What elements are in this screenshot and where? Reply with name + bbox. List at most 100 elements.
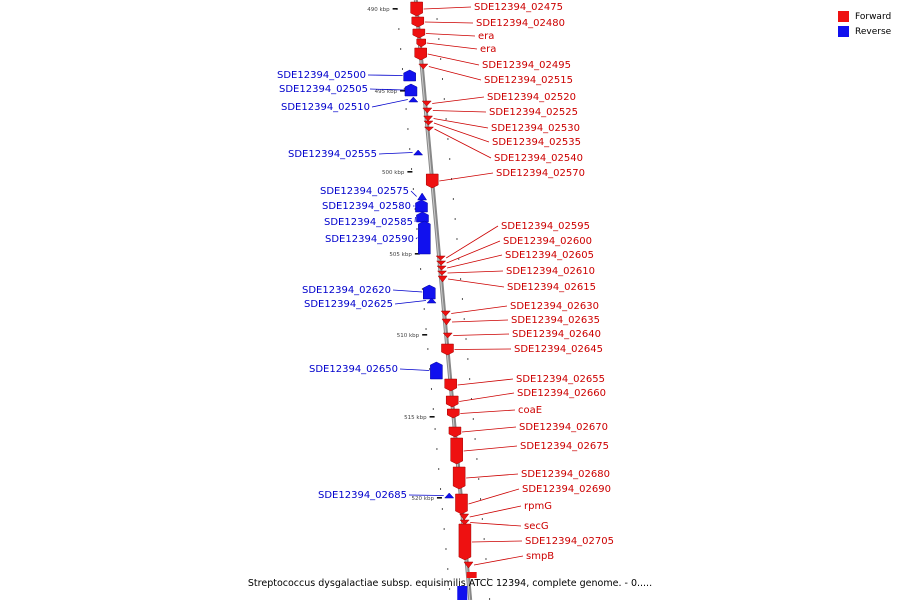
- guide-dot: [403, 88, 405, 90]
- guide-dot: [436, 448, 438, 450]
- reverse-gene-label: SDE12394_02585: [324, 217, 413, 228]
- guide-dot: [398, 28, 400, 30]
- scale-tick-mark: [407, 171, 413, 173]
- guide-dot: [425, 328, 427, 330]
- guide-dot: [449, 588, 451, 590]
- scale-ticks: 490 kbp 495 kbp 500 kbp 505 kbp 510 kbp 515 k…: [367, 7, 442, 502]
- guide-dot: [429, 368, 431, 370]
- guide-dot: [485, 558, 487, 560]
- forward-gene-shape: [459, 519, 470, 526]
- scale-tick-label: 510 kbp: [397, 333, 420, 339]
- forward-gene-shape: [422, 115, 434, 122]
- guide-dot: [456, 238, 458, 240]
- forward-gene-label: SDE12394_02675: [520, 441, 609, 452]
- scale-tick-label: 495 kbp: [375, 89, 398, 95]
- guide-dot: [436, 18, 438, 20]
- guide-dot: [434, 428, 436, 430]
- legend-item-forward: Forward: [838, 9, 891, 24]
- guide-dot: [430, 388, 432, 390]
- forward-gene-label: SDE12394_02690: [522, 484, 611, 495]
- forward-gene-label: SDE12394_02610: [506, 266, 595, 277]
- guide-dot: [423, 308, 425, 310]
- forward-gene-leader: [433, 122, 490, 143]
- scale-tick-mark: [436, 497, 442, 499]
- guide-dot: [481, 518, 483, 520]
- forward-gene-leader: [432, 96, 485, 104]
- forward-gene-label: SDE12394_02495: [482, 60, 571, 71]
- guide-dot: [416, 228, 418, 230]
- reverse-gene-shape: [426, 297, 437, 304]
- guide-dot: [438, 38, 440, 40]
- reverse-gene-shape: [417, 192, 428, 201]
- forward-gene-label: SDE12394_02615: [507, 282, 596, 293]
- legend-item-reverse: Reverse: [838, 24, 891, 39]
- forward-gene-leader: [473, 555, 524, 566]
- guide-dot: [443, 98, 445, 100]
- guide-dot: [469, 378, 471, 380]
- scale-tick-label: 520 kbp: [412, 496, 435, 502]
- guide-dot: [443, 528, 445, 530]
- guide-dot: [440, 488, 442, 490]
- forward-gene-label: SDE12394_02660: [517, 388, 606, 399]
- forward-gene-leader: [453, 333, 510, 336]
- guide-dot: [407, 128, 409, 130]
- forward-gene-label: SDE12394_02670: [519, 422, 608, 433]
- reverse-gene-label: SDE12394_02590: [325, 234, 414, 245]
- forward-gene-label: SDE12394_02540: [494, 153, 583, 164]
- reverse-gene-leader: [410, 190, 417, 197]
- forward-gene-shape: [422, 107, 433, 114]
- guide-dot: [467, 358, 469, 360]
- guide-dot: [441, 508, 443, 510]
- reverse-gene-label: SDE12394_02575: [320, 186, 409, 197]
- reverse-gene-label: SDE12394_02625: [304, 299, 393, 310]
- forward-gene-leader: [434, 128, 492, 159]
- forward-gene-leader: [471, 540, 523, 543]
- forward-gene-leader: [463, 445, 518, 452]
- forward-gene-leader: [447, 254, 503, 269]
- forward-gene-label: era: [478, 31, 494, 42]
- forward-gene-leader: [457, 378, 514, 386]
- reverse-gene-shape: [413, 149, 424, 156]
- reverse-gene-leader: [367, 74, 403, 76]
- forward-gene-leader: [448, 278, 505, 288]
- forward-gene-shape: [455, 493, 468, 515]
- forward-gene-label: coaE: [518, 405, 542, 416]
- forward-gene-shape: [412, 28, 426, 39]
- guide-dot: [474, 438, 476, 440]
- forward-gene-shape: [442, 332, 453, 339]
- forward-gene-leader: [433, 118, 489, 129]
- guide-dot: [489, 598, 491, 600]
- forward-gene-shape: [445, 395, 459, 408]
- forward-gene-label: smpB: [526, 551, 554, 562]
- forward-gene-leader: [468, 488, 520, 505]
- guide-dot: [432, 408, 434, 410]
- forward-gene-leader: [469, 505, 522, 518]
- guide-dot: [401, 68, 403, 70]
- guide-dot: [454, 218, 456, 220]
- guide-dot: [421, 288, 423, 290]
- guide-dot: [458, 258, 460, 260]
- forward-gene-label: SDE12394_02595: [501, 221, 590, 232]
- guide-dot: [445, 548, 447, 550]
- forward-gene-label: SDE12394_02515: [484, 75, 573, 86]
- forward-gene-shape: [411, 16, 425, 28]
- forward-gene-shape: [410, 1, 423, 17]
- reverse-gene-shape: [408, 96, 419, 103]
- forward-gene-label: SDE12394_02570: [496, 168, 585, 179]
- forward-gene-shape: [418, 63, 429, 70]
- forward-gene-shape: [452, 466, 466, 490]
- forward-gene-leader: [432, 110, 487, 113]
- forward-gene-label: secG: [524, 521, 549, 532]
- reverse-gene-label: SDE12394_02620: [302, 285, 391, 296]
- forward-gene-leader: [454, 348, 512, 350]
- reverse-gene-label: SDE12394_02580: [322, 201, 411, 212]
- scale-tick-label: 500 kbp: [382, 170, 405, 176]
- guide-dot: [461, 298, 463, 300]
- scale-tick-mark: [429, 416, 435, 418]
- forward-gene-shape: [440, 310, 451, 317]
- forward-gene-label: SDE12394_02680: [521, 469, 610, 480]
- guide-dot: [460, 278, 462, 280]
- forward-gene-label: SDE12394_02655: [516, 374, 605, 385]
- reverse-gene-shape: [403, 69, 416, 82]
- guide-dot: [427, 348, 429, 350]
